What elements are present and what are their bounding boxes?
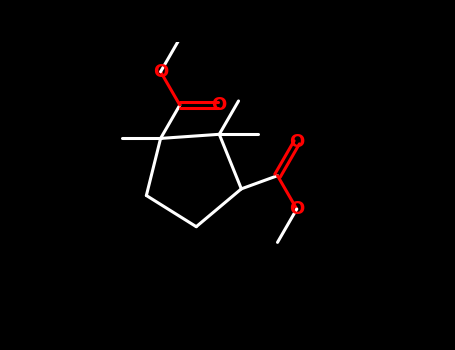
Text: O: O <box>289 200 304 218</box>
Text: O: O <box>153 63 168 81</box>
Text: O: O <box>289 133 304 151</box>
Text: O: O <box>211 96 226 114</box>
